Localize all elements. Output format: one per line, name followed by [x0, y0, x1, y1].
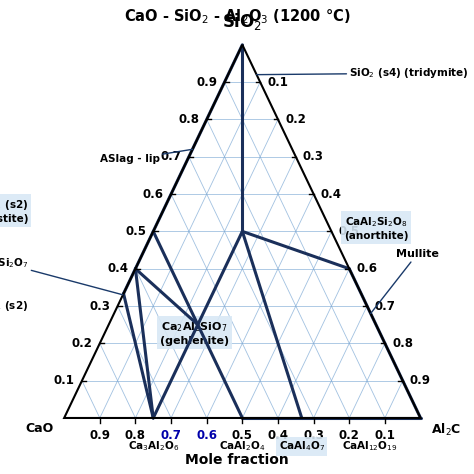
- Text: 0.1: 0.1: [374, 429, 395, 442]
- Text: 0.7: 0.7: [374, 300, 395, 312]
- Text: SiO$_2$: SiO$_2$: [222, 11, 263, 32]
- Text: 0.1: 0.1: [267, 76, 288, 89]
- Text: 0.1: 0.1: [54, 374, 75, 387]
- Text: Mole fraction: Mole fraction: [185, 453, 289, 467]
- Text: 0.5: 0.5: [125, 225, 146, 238]
- Text: 0.8: 0.8: [125, 429, 146, 442]
- Text: CaAl$_2$Si$_2$O$_8$
(anorthite): CaAl$_2$Si$_2$O$_8$ (anorthite): [344, 216, 408, 241]
- Text: CaAl$_4$O$_7$: CaAl$_4$O$_7$: [279, 439, 325, 453]
- Text: SiO$_2$ (s4) (tridymite): SiO$_2$ (s4) (tridymite): [256, 66, 469, 80]
- Text: 0.9: 0.9: [89, 429, 110, 442]
- Text: 0.9: 0.9: [196, 76, 218, 89]
- Text: $\beta_4$ (s2): $\beta_4$ (s2): [0, 299, 28, 313]
- Text: 0.5: 0.5: [232, 429, 253, 442]
- Text: Ca$_3$Si$_2$O$_7$: Ca$_3$Si$_2$O$_7$: [0, 256, 123, 295]
- Text: 0.3: 0.3: [303, 150, 324, 163]
- Text: CaAl$_{12}$O$_{19}$: CaAl$_{12}$O$_{19}$: [342, 439, 397, 453]
- Text: Ca$_2$Al$_2$SiO$_7$
(gehlenite): Ca$_2$Al$_2$SiO$_7$ (gehlenite): [160, 320, 229, 346]
- Text: CaO: CaO: [25, 422, 54, 435]
- Text: 0.6: 0.6: [196, 429, 217, 442]
- Text: 0.5: 0.5: [338, 225, 360, 238]
- Text: Mullite: Mullite: [371, 249, 438, 313]
- Text: CaO - SiO$_2$ - Al$_2$O$_3$ (1200 °C): CaO - SiO$_2$ - Al$_2$O$_3$ (1200 °C): [124, 7, 350, 26]
- Text: 0.4: 0.4: [267, 429, 289, 442]
- Text: 0.4: 0.4: [107, 262, 128, 275]
- Text: 0.6: 0.6: [143, 188, 164, 201]
- Text: Al$_2$C: Al$_2$C: [431, 422, 462, 438]
- Text: 0.2: 0.2: [339, 429, 360, 442]
- Text: 0.2: 0.2: [72, 337, 92, 350]
- Text: 0.8: 0.8: [179, 113, 200, 126]
- Text: 0.3: 0.3: [303, 429, 324, 442]
- Text: 0.4: 0.4: [321, 188, 342, 201]
- Text: 0.2: 0.2: [285, 113, 306, 126]
- Text: ASlag - lip: ASlag - lip: [100, 149, 192, 164]
- Text: 0.7: 0.7: [161, 150, 182, 163]
- Text: SiO$_3$ (s2)
(pseudowollastite): SiO$_3$ (s2) (pseudowollastite): [0, 198, 28, 224]
- Text: 0.9: 0.9: [410, 374, 431, 387]
- Text: CaAl$_2$O$_4$: CaAl$_2$O$_4$: [219, 439, 265, 453]
- Text: 0.8: 0.8: [392, 337, 413, 350]
- Text: Ca$_3$Al$_2$O$_6$: Ca$_3$Al$_2$O$_6$: [128, 439, 179, 453]
- Text: 0.3: 0.3: [90, 300, 110, 312]
- Text: 0.7: 0.7: [161, 429, 182, 442]
- Text: 0.6: 0.6: [356, 262, 377, 275]
